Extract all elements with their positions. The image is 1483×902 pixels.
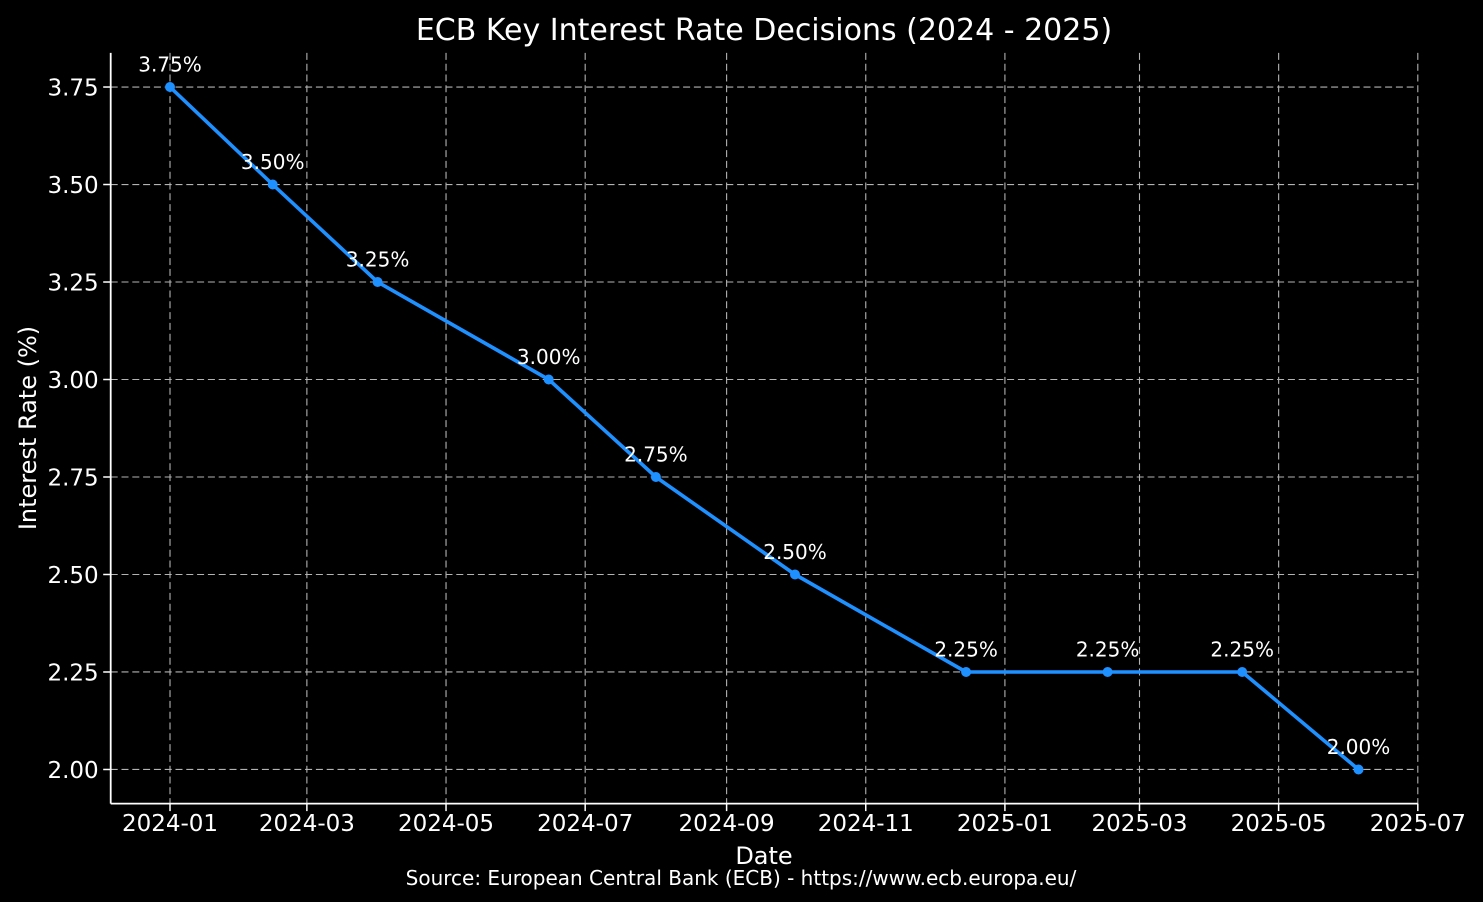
x-tick-label: 2025-01 xyxy=(957,811,1053,837)
x-tick-label: 2025-03 xyxy=(1091,811,1187,837)
data-point-label: 2.25% xyxy=(934,638,998,662)
data-point-marker xyxy=(1353,764,1364,775)
x-tick-label: 2024-09 xyxy=(679,811,775,837)
data-labels-layer: 3.75% 3.50% 3.25% 3.00% 2.75% 2.50% 2.25% 2.25%… xyxy=(138,53,1390,760)
data-point-marker xyxy=(267,179,278,190)
x-tick-label: 2025-05 xyxy=(1231,811,1327,837)
data-point-marker xyxy=(961,667,972,677)
y-tick-label: 3.00 xyxy=(47,368,98,394)
data-point-label: 3.75% xyxy=(138,53,202,77)
data-point-marker xyxy=(790,569,800,580)
y-tick-label: 3.25 xyxy=(47,271,98,297)
chart-title: ECB Key Interest Rate Decisions (2024 - … xyxy=(416,13,1112,48)
x-tick-label: 2024-07 xyxy=(537,811,633,837)
data-point-label: 3.25% xyxy=(346,248,410,272)
x-tick-label: 2025-07 xyxy=(1370,811,1466,837)
data-point-marker xyxy=(543,374,554,385)
grid-layer xyxy=(110,52,1419,804)
data-point-marker xyxy=(1237,667,1248,677)
data-point-label: 2.25% xyxy=(1210,638,1274,662)
data-point-label: 2.00% xyxy=(1327,735,1391,759)
y-tick-label: 2.00 xyxy=(47,758,98,784)
y-tick-label: 3.75 xyxy=(47,76,98,102)
y-axis-title: Interest Rate (%) xyxy=(14,326,42,530)
y-tick-label: 2.75 xyxy=(47,465,98,491)
x-tick-label: 2024-05 xyxy=(398,811,494,837)
y-tick-label: 2.50 xyxy=(47,563,98,589)
x-tick-label: 2024-01 xyxy=(122,811,218,837)
series-layer xyxy=(165,82,1364,775)
data-point-label: 2.75% xyxy=(624,443,688,467)
x-tick-label: 2024-03 xyxy=(259,811,355,837)
data-point-marker xyxy=(650,472,661,482)
source-note: Source: European Central Bank (ECB) - ht… xyxy=(406,866,1077,890)
data-point-marker xyxy=(372,277,383,287)
y-tick-label: 2.25 xyxy=(47,660,98,686)
data-point-label: 2.50% xyxy=(763,540,827,564)
axes-layer: 2024-01 2024-03 2024-05 2024-07 2024-09 2024-… xyxy=(47,52,1466,837)
x-tick-label: 2024-11 xyxy=(818,811,914,837)
data-point-marker xyxy=(1102,667,1113,677)
data-point-label: 3.00% xyxy=(517,345,581,369)
data-point-label: 2.25% xyxy=(1076,638,1140,662)
data-point-marker xyxy=(165,82,175,92)
data-point-label: 3.50% xyxy=(241,150,305,174)
x-axis-title: Date xyxy=(735,842,792,870)
series-line xyxy=(168,85,1361,772)
y-tick-label: 3.50 xyxy=(47,173,98,199)
